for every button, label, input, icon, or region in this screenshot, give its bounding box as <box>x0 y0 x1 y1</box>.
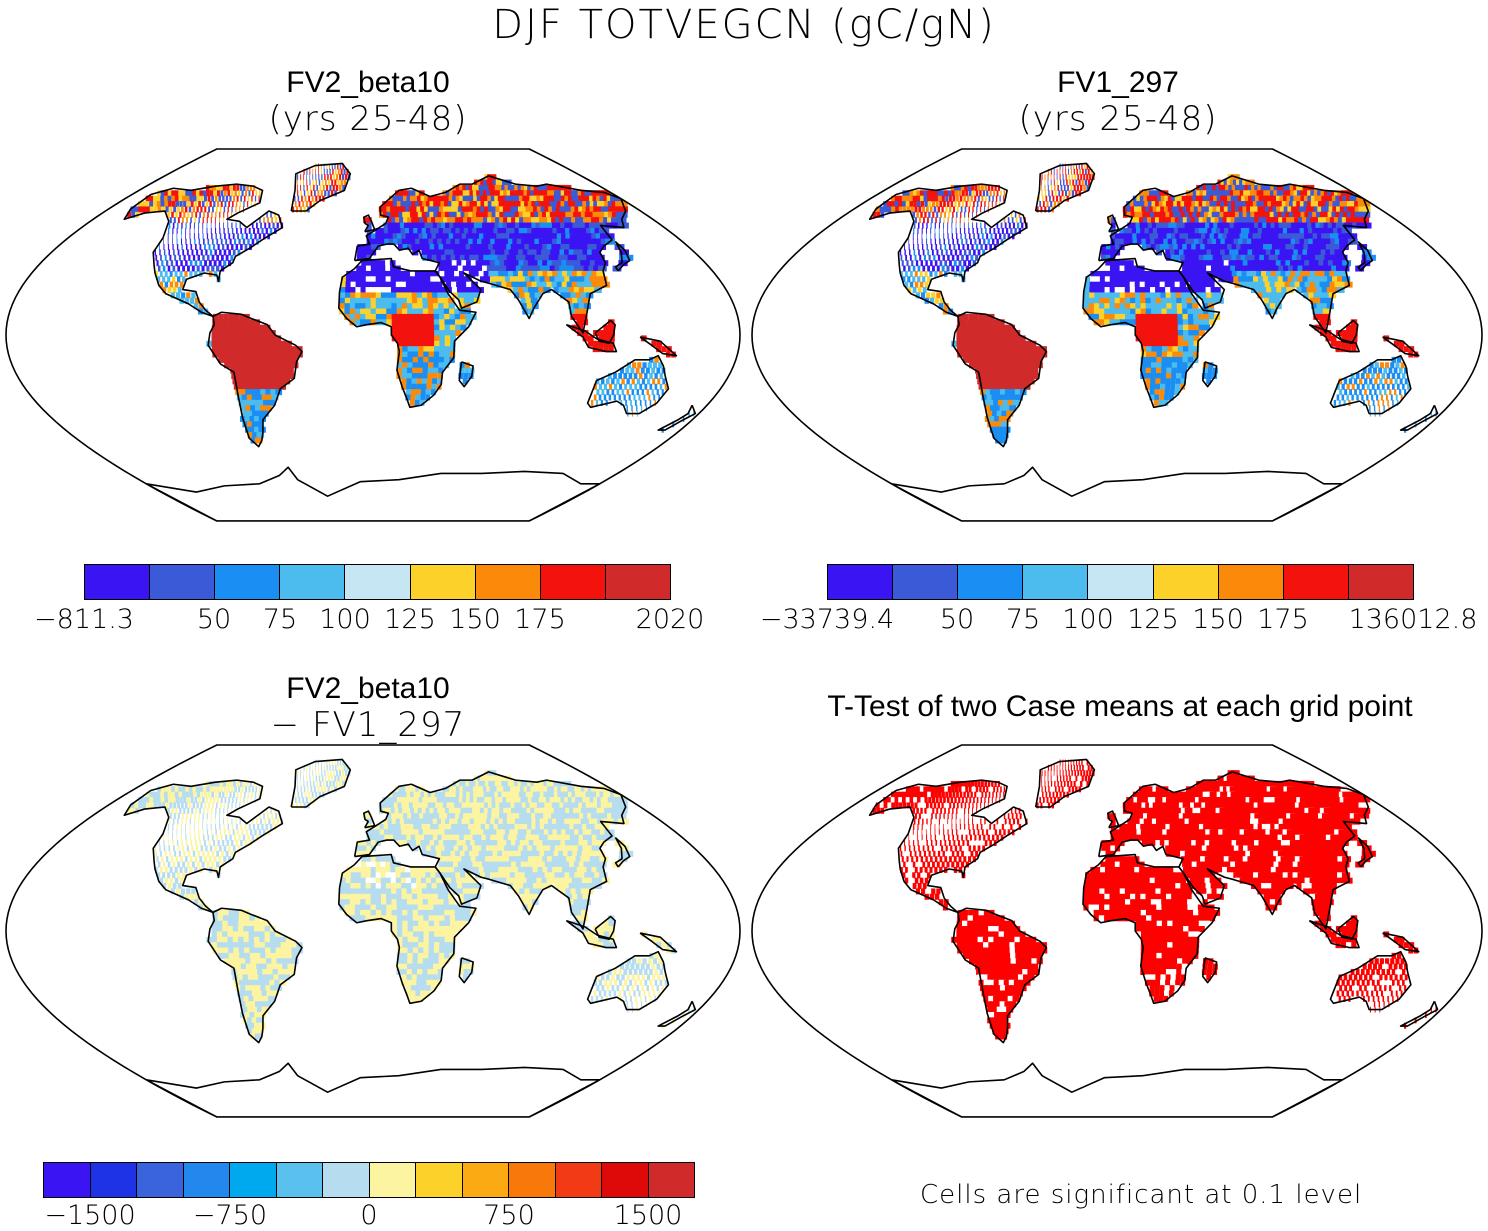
panel-top-left-subtitle: (yrs 25-48) <box>118 100 618 138</box>
colorbar-swatch <box>958 565 1023 599</box>
colorbar-swatch <box>606 565 670 599</box>
panel-top-right-subtitle: (yrs 25-48) <box>868 100 1368 138</box>
colorbar-swatch <box>893 565 958 599</box>
colorbar-bottom-left-label: −1500 <box>44 1200 135 1231</box>
colorbar-top-right-label: 100 <box>1062 604 1114 635</box>
colorbar-top-left <box>84 564 671 600</box>
colorbar-swatch <box>280 565 345 599</box>
colorbar-swatch <box>277 1163 324 1197</box>
colorbar-swatch <box>1023 565 1088 599</box>
panel-top-right-title: FV1_297 <box>868 66 1368 100</box>
colorbar-swatch <box>85 565 150 599</box>
colorbar-top-left-label: 50 <box>197 604 231 635</box>
panel-bottom-left-subtitle: − FV1_297 <box>118 706 618 744</box>
panel-title-bottom-left: FV2_beta10 − FV1_297 <box>118 672 618 744</box>
panel-bottom-left-title: FV2_beta10 <box>118 672 618 706</box>
map-panel-top-left <box>0 146 746 524</box>
colorbar-swatch <box>184 1163 231 1197</box>
colorbar-swatch <box>370 1163 417 1197</box>
panel-top-left-title: FV2_beta10 <box>118 66 618 100</box>
colorbar-swatch <box>150 565 215 599</box>
colorbar-swatch <box>1088 565 1153 599</box>
main-title: DJF TOTVEGCN (gC/gN) <box>0 2 1488 48</box>
colorbar-swatch <box>1349 565 1413 599</box>
colorbar-bottom-left <box>43 1162 695 1198</box>
colorbar-swatch <box>541 565 606 599</box>
colorbar-swatch <box>828 565 893 599</box>
colorbar-top-right <box>827 564 1414 600</box>
colorbar-swatch <box>602 1163 649 1197</box>
colorbar-swatch <box>215 565 280 599</box>
colorbar-top-right-label: 150 <box>1192 604 1244 635</box>
colorbar-top-left-label: 175 <box>514 604 566 635</box>
colorbar-swatch <box>137 1163 184 1197</box>
colorbar-top-right-label: 125 <box>1127 604 1179 635</box>
map-panel-top-right <box>746 146 1488 524</box>
colorbar-top-left-label: −811.3 <box>34 604 134 635</box>
colorbar-swatch <box>91 1163 138 1197</box>
colorbar-swatch <box>649 1163 695 1197</box>
colorbar-top-right-label: 50 <box>940 604 974 635</box>
colorbar-swatch <box>556 1163 603 1197</box>
colorbar-swatch <box>1154 565 1219 599</box>
colorbar-bottom-left-label: 0 <box>360 1200 377 1231</box>
significance-note: Cells are significant at 0.1 level <box>920 1180 1362 1210</box>
colorbar-top-left-label: 150 <box>449 604 501 635</box>
colorbar-swatch <box>1284 565 1349 599</box>
map-panel-bottom-right <box>746 742 1488 1120</box>
colorbar-swatch <box>230 1163 277 1197</box>
colorbar-bottom-left-label: 1500 <box>614 1200 683 1231</box>
colorbar-swatch <box>476 565 541 599</box>
colorbar-swatch <box>463 1163 510 1197</box>
panel-bottom-right-title: T-Test of two Case means at each grid po… <box>760 690 1480 724</box>
colorbar-top-right-label: 175 <box>1257 604 1309 635</box>
panel-title-top-right: FV1_297 (yrs 25-48) <box>868 66 1368 138</box>
colorbar-swatch <box>509 1163 556 1197</box>
map-panel-bottom-left <box>0 742 746 1120</box>
colorbar-swatch <box>345 565 410 599</box>
colorbar-top-left-label: 125 <box>384 604 436 635</box>
colorbar-swatch <box>44 1163 91 1197</box>
colorbar-top-left-label: 2020 <box>636 604 705 635</box>
colorbar-top-left-label: 75 <box>263 604 297 635</box>
colorbar-swatch <box>323 1163 370 1197</box>
colorbar-bottom-left-label: 750 <box>483 1200 535 1231</box>
colorbar-bottom-left-label: −750 <box>193 1200 267 1231</box>
colorbar-top-right-label: 75 <box>1006 604 1040 635</box>
colorbar-top-left-label: 100 <box>319 604 371 635</box>
colorbar-top-right-label: −33739.4 <box>760 604 894 635</box>
colorbar-top-right-label: 136012.8 <box>1349 604 1478 635</box>
colorbar-swatch <box>411 565 476 599</box>
panel-title-top-left: FV2_beta10 (yrs 25-48) <box>118 66 618 138</box>
colorbar-swatch <box>416 1163 463 1197</box>
colorbar-swatch <box>1219 565 1284 599</box>
